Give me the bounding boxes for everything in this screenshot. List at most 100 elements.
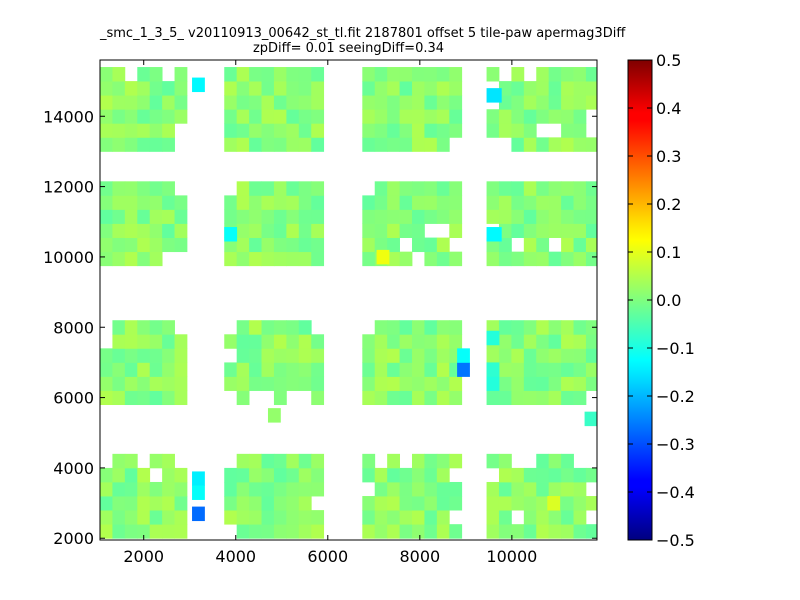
heatmap-cell — [249, 496, 262, 511]
heatmap-cell — [436, 496, 450, 511]
heatmap-cell — [298, 467, 312, 483]
heatmap-cell — [436, 123, 450, 138]
heatmap-cell — [561, 348, 574, 363]
heatmap-cell — [387, 390, 400, 406]
heatmap-cell — [536, 390, 550, 406]
heatmap-cell — [162, 81, 175, 96]
heatmap-cell — [174, 348, 188, 363]
heatmap-cell — [162, 123, 175, 138]
heatmap-cell — [273, 496, 287, 511]
heatmap-cell — [585, 81, 597, 96]
heatmap-cell — [112, 67, 126, 82]
heatmap-cell — [511, 123, 525, 138]
heatmap-cell — [387, 510, 400, 525]
heatmap-cell — [511, 362, 525, 377]
heatmap-cell — [112, 181, 126, 196]
colorbar-tick-label: 0.5 — [656, 51, 681, 70]
heatmap-cell — [124, 362, 138, 377]
heatmap-cell — [585, 496, 597, 511]
heatmap-cell — [362, 195, 376, 210]
heatmap-cell — [124, 467, 138, 483]
heatmap-cell — [100, 524, 113, 539]
heatmap-cell — [174, 481, 188, 497]
heatmap-cell — [498, 181, 512, 196]
heatmap-cell — [536, 95, 550, 110]
heatmap-cell — [412, 137, 425, 152]
heatmap-cell — [224, 81, 238, 96]
heatmap-cell — [224, 67, 238, 82]
heatmap-cell — [236, 251, 250, 267]
heatmap-cell — [399, 209, 413, 224]
heatmap-cell — [374, 237, 388, 253]
heatmap-cell — [362, 510, 376, 525]
heatmap-cell — [362, 95, 376, 110]
heatmap-cell — [573, 195, 587, 210]
heatmap-cell — [374, 209, 388, 224]
heatmap-cell — [124, 481, 138, 497]
heatmap-cell — [298, 209, 312, 224]
heatmap-cell — [112, 137, 126, 152]
heatmap-cell — [224, 95, 238, 110]
colorbar-tick-label: −0.5 — [656, 531, 695, 550]
heatmap-cell — [561, 510, 574, 525]
heatmap-cell — [498, 453, 512, 469]
heatmap-cell — [124, 123, 138, 138]
heatmap-cell — [548, 109, 562, 124]
heatmap-cell — [124, 81, 138, 96]
heatmap-cell — [561, 524, 574, 539]
heatmap-cell — [298, 362, 312, 377]
heatmap-cell — [149, 510, 163, 525]
heatmap-cell — [100, 481, 113, 497]
heatmap-cell — [149, 376, 163, 391]
heatmap-cell — [498, 348, 512, 363]
heatmap-cell — [536, 348, 550, 363]
heatmap-cell — [436, 195, 450, 210]
heatmap-cell — [273, 223, 287, 238]
heatmap-cell — [374, 320, 388, 335]
heatmap-cell — [100, 467, 113, 483]
heatmap-cell — [174, 237, 188, 253]
heatmap-cell — [174, 467, 188, 483]
heatmap-cell — [298, 81, 312, 96]
heatmap-cell — [137, 81, 151, 96]
heatmap-cell — [124, 95, 138, 110]
heatmap-cell — [436, 362, 450, 377]
heatmap-cell — [412, 376, 425, 391]
heatmap-cell — [561, 496, 574, 511]
colorbar-tick-label: 0.1 — [656, 243, 681, 262]
heatmap-cell — [311, 334, 325, 349]
heatmap-cell — [585, 137, 597, 152]
heatmap-cell — [298, 181, 312, 196]
heatmap-cell — [412, 195, 425, 210]
heatmap-cell — [112, 496, 126, 511]
heatmap-cell — [362, 223, 376, 238]
heatmap-cell — [412, 67, 425, 82]
heatmap-cell — [449, 481, 463, 497]
heatmap-cell — [286, 109, 300, 124]
heatmap-cell — [261, 251, 275, 267]
heatmap-cell — [412, 496, 425, 511]
heatmap-cell — [436, 67, 450, 82]
plot-frame — [99, 59, 598, 541]
colorbar-tick-label: −0.2 — [656, 387, 695, 406]
heatmap-cell — [523, 95, 537, 110]
heatmap-cell — [174, 510, 188, 525]
heatmap-cell — [399, 362, 413, 377]
heatmap-cell — [387, 467, 400, 483]
heatmap-cell — [585, 467, 597, 483]
heatmap-cell — [573, 320, 587, 335]
heatmap-cell — [174, 209, 188, 224]
heatmap-cell — [100, 362, 113, 377]
heatmap-cell — [412, 181, 425, 196]
heatmap-cell — [561, 334, 574, 349]
heatmap-cell — [387, 195, 400, 210]
heatmap-cell — [311, 209, 325, 224]
heatmap-cell — [399, 195, 413, 210]
heatmap-cell — [174, 376, 188, 391]
heatmap-cells — [100, 67, 597, 539]
heatmap-cell — [511, 209, 525, 224]
heatmap-cell — [573, 109, 587, 124]
heatmap-cell — [137, 109, 151, 124]
heatmap-cell — [311, 123, 325, 138]
heatmap-cell — [561, 95, 574, 110]
